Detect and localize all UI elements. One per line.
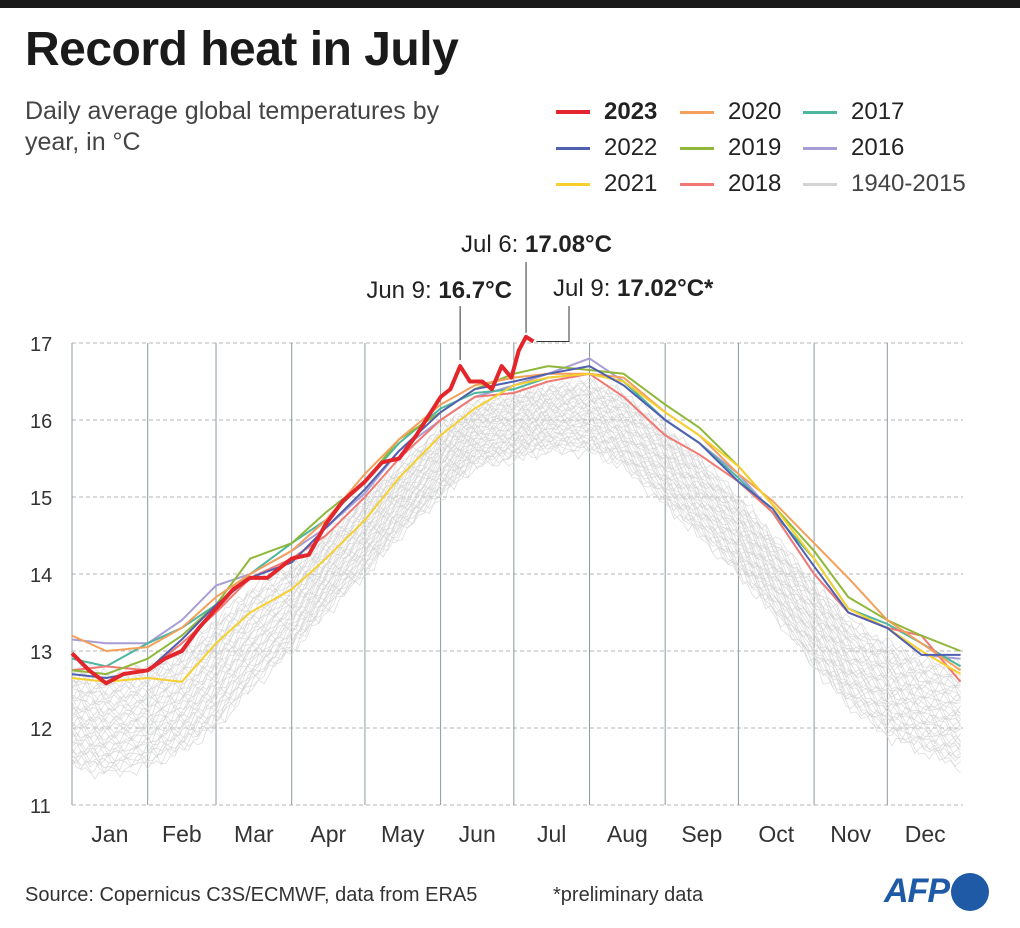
annotation-date: Jul 9: [553,275,617,302]
chart-title: Record heat in July [25,23,459,76]
series-line-1940-2015 [71,405,961,727]
legend-item-2020: 2020 [680,98,781,126]
series-line-1940-2015 [71,412,961,738]
legend-swatch [680,110,714,114]
series-line-1940-2015 [71,393,961,706]
afp-logo-text: AFP [884,872,950,910]
legend-item-2016: 2016 [803,134,904,162]
y-tick-label: 15 [30,488,52,510]
series-line-1940-2015 [71,398,961,717]
legend-swatch [556,146,590,150]
legend-label: 2017 [851,98,905,125]
x-tick-label: Dec [905,821,946,847]
x-tick-label: Oct [758,821,794,847]
series-line-2022 [71,365,961,679]
legend-label: 2018 [728,170,782,197]
x-tick-label: Feb [162,821,202,847]
legend-label: 1940-2015 [851,170,966,197]
y-tick-label: 12 [30,719,52,741]
legend-item-1940-2015: 1940-2015 [803,170,966,198]
series-line-1940-2015 [71,439,961,778]
legend-item-2018: 2018 [680,170,781,198]
series-line-1940-2015 [71,410,961,729]
legend-swatch [803,110,837,114]
legend-swatch [556,182,590,186]
x-tick-label: Sep [681,821,722,847]
series-line-1940-2015 [71,426,961,760]
legend-swatch [803,146,837,150]
x-tick-label: Jun [459,821,496,847]
series-line-1940-2015 [71,434,961,768]
series-line-2020 [71,372,962,672]
legend-label: 2021 [604,170,658,197]
series-line-2021 [71,372,962,683]
line-chart: 11 12 13 14 15 16 17 Jan Feb Mar Apr May Jun Jul Aug Se… [30,231,963,847]
series-line-1940-2015 [71,389,961,705]
x-tick-label: Mar [234,821,274,847]
afp-logo-circle [951,872,989,911]
preliminary-note: *preliminary data [553,884,704,906]
y-tick-label: 17 [30,334,52,356]
series-line-1940-2015 [71,407,961,731]
series-line-1940-2015 [71,376,961,684]
annotation-label: Jul 9: 17.02°C* [553,275,714,302]
series-line-1940-2015 [71,427,961,757]
annotation-date: Jul 6: [461,231,525,258]
series-line-1940-2015 [71,390,961,701]
x-tick-label: Aug [607,821,648,847]
legend-swatch [680,182,714,186]
y-tick-label: 16 [30,411,52,433]
annotation-label: Jun 9: 16.7°C [366,277,512,304]
legend-item-2023: 2023 [556,98,657,126]
series-line-1940-2015 [71,422,961,752]
series-line-1940-2015 [71,410,961,735]
x-tick-label: Nov [830,821,871,847]
legend-label: 2023 [604,98,658,125]
legend-item-2021: 2021 [556,170,657,198]
x-tick-label: May [381,821,425,847]
legend-label: 2016 [851,134,905,161]
series-line-1940-2015 [71,440,961,780]
legend-swatch [803,182,837,186]
legend-label: 2022 [604,134,658,161]
annotation-value: 17.02°C* [617,275,714,302]
legend-swatch [680,146,714,150]
series-line-1940-2015 [71,405,961,723]
series-line-1940-2015 [71,381,961,689]
x-tick-label: Jul [537,821,566,847]
series-line-2023 [70,334,535,686]
y-tick-label: 11 [30,796,51,818]
series-line-1940-2015 [71,378,961,688]
y-tick-label: 13 [30,642,52,664]
annotation-date: Jun 9: [366,277,438,304]
legend-label: 2020 [728,98,782,125]
top-bar [0,0,1020,8]
legend-label: 2019 [728,134,782,161]
annotation-value: 17.08°C [525,231,612,258]
series-line-1940-2015 [71,428,961,763]
y-tick-label: 14 [30,565,52,587]
legend-swatch [556,110,590,114]
annotation-label: Jul 6: 17.08°C [461,231,612,258]
annotation-leader [536,306,570,342]
chart-subtitle: Daily average global temperatures by yea… [25,97,440,156]
x-tick-label: Apr [310,821,346,847]
series-line-2018 [71,372,962,683]
legend-item-2019: 2019 [680,134,781,162]
legend-item-2022: 2022 [556,134,657,162]
source-note: Source: Copernicus C3S/ECMWF, data from … [25,884,478,906]
afp-logo: AFP [884,872,989,911]
x-tick-label: Jan [91,821,128,847]
annotation-value: 16.7°C [438,277,512,304]
legend-item-2017: 2017 [803,98,904,126]
